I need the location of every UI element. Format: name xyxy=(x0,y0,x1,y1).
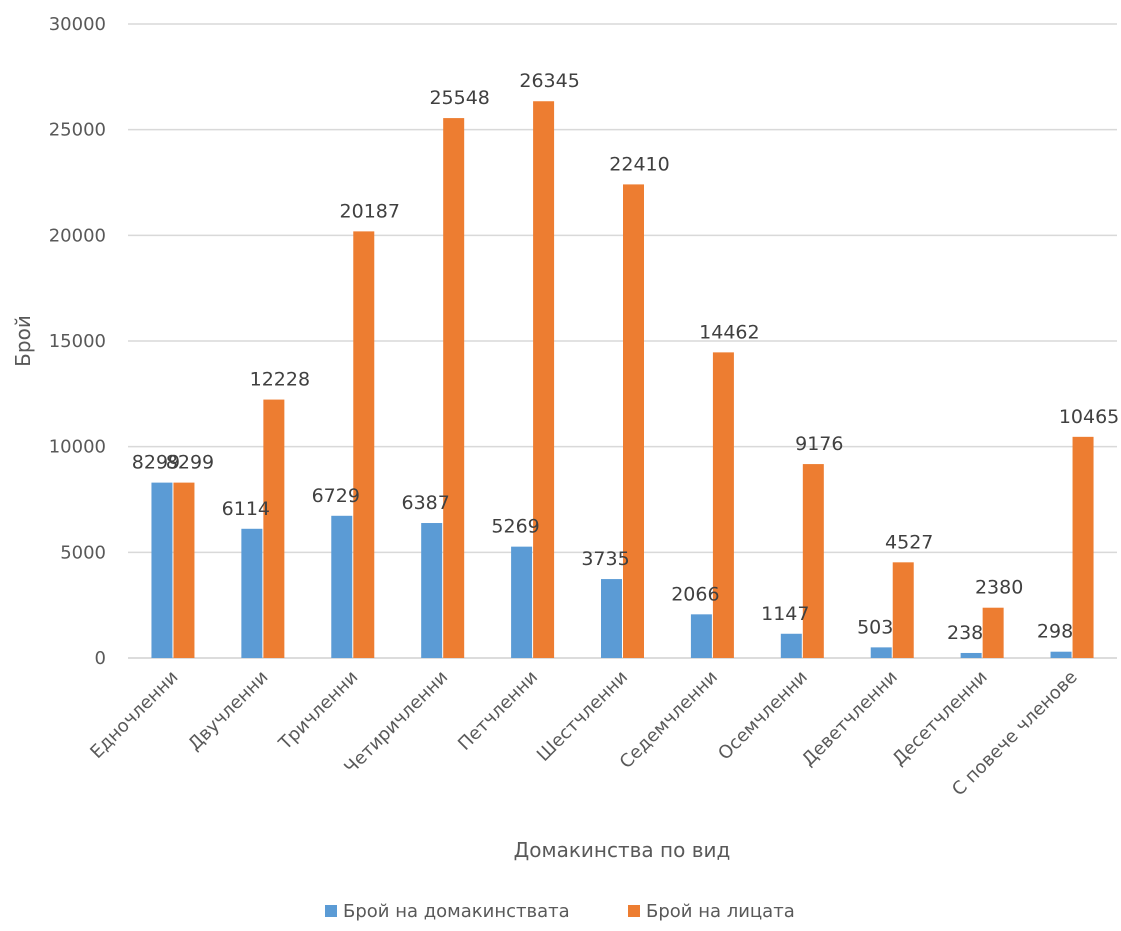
bar-households xyxy=(780,633,802,658)
legend: Брой на домакинствата Брой на лицата xyxy=(325,901,795,922)
y-tick-label: 5000 xyxy=(60,542,106,563)
data-label: 9176 xyxy=(795,433,843,455)
data-label: 503 xyxy=(857,616,893,638)
data-label: 12228 xyxy=(250,369,310,391)
y-tick-label: 15000 xyxy=(49,331,106,352)
data-label: 8299 xyxy=(132,452,180,474)
data-label: 2066 xyxy=(671,583,719,605)
bar-persons xyxy=(263,399,285,658)
data-label: 6114 xyxy=(222,498,270,520)
data-label: 8299 xyxy=(166,452,214,474)
x-tick-label: Осемчленни xyxy=(714,667,812,765)
x-tick-label: Едночленни xyxy=(86,667,182,763)
data-label: 238 xyxy=(947,622,983,644)
data-label: 6729 xyxy=(312,485,360,507)
y-tick-label: 20000 xyxy=(49,225,106,246)
data-label: 2380 xyxy=(975,577,1023,599)
y-tick-label: 10000 xyxy=(49,437,106,458)
legend-swatch-persons xyxy=(628,905,640,917)
y-tick-label: 25000 xyxy=(49,120,106,141)
bar-households xyxy=(1050,651,1072,658)
y-axis-title: Брой xyxy=(11,315,35,367)
y-tick-label: 30000 xyxy=(49,14,106,35)
data-label: 298 xyxy=(1037,621,1073,643)
data-label: 22410 xyxy=(609,153,669,175)
legend-swatch-households xyxy=(325,905,337,917)
bar-households xyxy=(870,647,892,658)
bar-persons xyxy=(533,101,555,659)
x-tick-label: Двучленни xyxy=(184,667,272,755)
x-tick-label: Шестчленни xyxy=(533,667,632,766)
bar-households xyxy=(421,523,443,658)
data-label: 5269 xyxy=(491,516,539,538)
bar-persons xyxy=(802,464,824,658)
bar-households xyxy=(960,652,982,658)
data-label: 20187 xyxy=(340,200,400,222)
bar-series xyxy=(151,101,1094,659)
x-tick-label: Тричленни xyxy=(274,667,362,755)
x-tick-label: Седемчленни xyxy=(616,667,722,773)
data-label: 3735 xyxy=(581,548,629,570)
bar-persons xyxy=(1072,436,1094,658)
x-tick-label: Петчленни xyxy=(454,667,542,755)
data-label: 10465 xyxy=(1059,406,1119,428)
bar-persons xyxy=(623,184,644,659)
x-tick-label: Десетчленни xyxy=(888,667,991,770)
y-tick-label: 0 xyxy=(95,648,106,669)
x-axis-title: Домакинства по вид xyxy=(514,838,731,862)
bar-households xyxy=(241,528,263,658)
grid-lines xyxy=(128,23,1117,659)
data-label: 4527 xyxy=(885,531,933,553)
bar-households xyxy=(331,515,353,658)
bar-households xyxy=(690,614,712,658)
data-label: 14462 xyxy=(699,321,759,343)
y-axis-ticks: 0 5000 10000 15000 20000 25000 30000 xyxy=(49,14,106,669)
bar-persons xyxy=(173,482,195,658)
bar-persons xyxy=(712,352,734,658)
bar-persons xyxy=(353,231,375,658)
legend-label-households: Брой на домакинствата xyxy=(343,901,570,922)
data-label: 25548 xyxy=(429,87,489,109)
x-axis-ticks: Едночленни Двучленни ТричленниЧетиричленни… xyxy=(86,667,1081,801)
bar-households xyxy=(601,579,622,658)
data-label: 26345 xyxy=(519,70,579,92)
data-label: 6387 xyxy=(402,492,450,514)
legend-label-persons: Брой на лицата xyxy=(646,901,795,922)
data-label: 1147 xyxy=(761,603,809,625)
x-tick-label: Деветчленни xyxy=(798,667,902,771)
bar-persons xyxy=(892,562,914,658)
bar-persons xyxy=(443,118,465,659)
bar-persons xyxy=(982,607,1004,658)
bar-households xyxy=(151,482,173,658)
bar-households xyxy=(511,546,533,658)
